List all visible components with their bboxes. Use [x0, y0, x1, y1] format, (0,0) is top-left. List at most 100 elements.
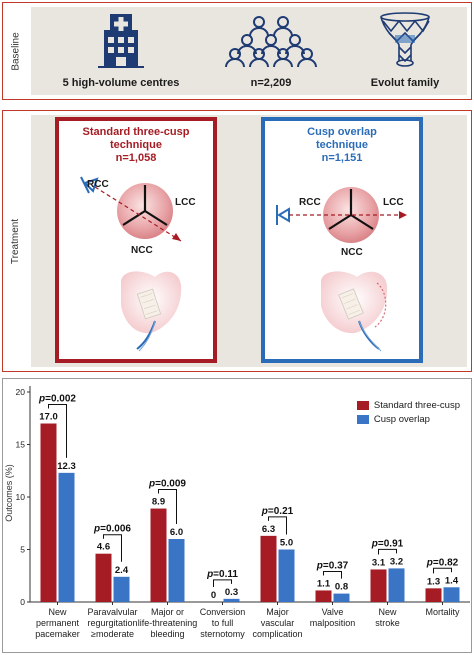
rcc-label-overlap: RCC	[299, 197, 321, 208]
x-tick-label: Major	[266, 607, 289, 617]
x-tick-label: complication	[252, 629, 302, 639]
bar-overlap	[168, 539, 185, 602]
standard-view-illustration	[80, 176, 182, 352]
ncc-label-standard: NCC	[131, 245, 153, 256]
ncc-label-overlap: NCC	[341, 247, 363, 258]
data-label-overlap: 2.4	[115, 565, 129, 576]
bar-overlap	[388, 568, 405, 602]
legend-swatch-standard	[356, 400, 369, 410]
legend-label-standard: Standard three-cusp	[373, 399, 460, 411]
x-tick-label: malposition	[310, 618, 356, 628]
legend-item-standard: Standard three-cusp	[356, 398, 460, 412]
data-label-standard: 8.9	[152, 497, 165, 508]
standard-technique-box: Standard three-cusp technique n=1,058	[55, 117, 217, 363]
significance-bracket	[433, 567, 452, 574]
bar-standard	[95, 553, 112, 602]
p-value-label: p=0.006	[93, 524, 131, 535]
x-tick-label: life-threatening	[138, 618, 198, 628]
x-tick-label: stroke	[375, 618, 400, 628]
bar-standard	[370, 569, 387, 602]
bar-standard	[150, 508, 167, 602]
legend-swatch-overlap	[356, 414, 369, 424]
data-label-overlap: 0.8	[335, 582, 348, 593]
outcomes-bar-chart: 0510152017.012.3p=0.002Newpermanentpacem…	[16, 386, 470, 639]
hospital-icon	[51, 11, 191, 69]
y-tick-label: 20	[16, 387, 26, 397]
significance-bracket	[48, 404, 67, 458]
significance-bracket	[323, 570, 342, 579]
outcomes-panel	[2, 378, 472, 653]
x-tick-label: Mortality	[425, 607, 460, 617]
data-label-standard: 4.6	[97, 542, 110, 553]
bar-standard	[315, 590, 332, 602]
data-label-overlap: 3.2	[390, 556, 403, 567]
lcc-label-standard: LCC	[175, 197, 196, 208]
p-value-label: p=0.37	[316, 560, 349, 571]
bar-standard	[40, 423, 57, 602]
bar-overlap	[278, 549, 295, 602]
x-tick-label: permanent	[36, 618, 80, 628]
baseline-centres: 5 high-volume centres	[51, 9, 191, 95]
data-label-overlap: 1.4	[445, 575, 459, 586]
p-value-label: p=0.82	[426, 557, 459, 568]
data-label-standard: 6.3	[262, 524, 275, 535]
x-tick-label: bleeding	[150, 629, 184, 639]
x-tick-label: vascular	[261, 618, 295, 628]
x-tick-label: New	[378, 607, 397, 617]
treatment-panel: Treatment Standard three-cusp technique …	[2, 110, 472, 372]
bar-overlap	[113, 576, 130, 602]
x-tick-label: Conversion	[200, 607, 246, 617]
treatment-side-label: Treatment	[10, 218, 22, 264]
baseline-patients-label: n=2,209	[250, 77, 292, 89]
p-value-label: p=0.009	[148, 479, 186, 490]
eye-icon	[276, 205, 290, 225]
x-tick-label: to full	[212, 618, 234, 628]
bar-standard	[425, 588, 442, 602]
legend-label-overlap: Cusp overlap	[373, 413, 430, 425]
bar-standard	[260, 535, 277, 602]
data-label-standard: 1.3	[427, 576, 440, 587]
x-tick-label: sternotomy	[200, 629, 245, 639]
data-label-standard: 1.1	[317, 578, 331, 589]
p-value-label: p=0.11	[206, 569, 238, 580]
x-tick-label: Paravalvular	[87, 607, 137, 617]
p-value-label: p=0.002	[38, 394, 76, 405]
data-label-overlap: 0.3	[225, 587, 238, 598]
x-tick-label: pacemaker	[35, 629, 80, 639]
bar-overlap	[223, 598, 240, 602]
baseline-side-label: Baseline	[10, 31, 22, 71]
significance-bracket	[378, 548, 397, 555]
legend-item-overlap: Cusp overlap	[356, 412, 460, 426]
p-value-label: p=0.21	[261, 506, 294, 517]
data-label-overlap: 12.3	[57, 461, 76, 472]
data-label-standard: 3.1	[372, 557, 386, 568]
x-tick-label: Valve	[322, 607, 344, 617]
y-tick-label: 5	[20, 545, 25, 555]
y-tick-label: 15	[16, 440, 26, 450]
baseline-device: Evolut family	[335, 9, 474, 95]
bar-overlap	[333, 593, 350, 602]
baseline-panel: Baseline 5 high-volume centres	[2, 2, 472, 100]
x-tick-label: New	[48, 607, 67, 617]
overlap-technique-title: Cusp overlap technique n=1,151	[307, 126, 377, 164]
lcc-label-overlap: LCC	[383, 197, 404, 208]
baseline-centres-label: 5 high-volume centres	[62, 77, 180, 89]
y-tick-label: 0	[20, 597, 25, 607]
significance-bracket	[268, 516, 287, 535]
overlap-view-illustration	[276, 187, 407, 352]
chart-legend: Standard three-cusp Cusp overlap	[356, 398, 460, 426]
x-tick-label: regurgitation	[87, 618, 137, 628]
data-label-standard: 0	[211, 590, 216, 601]
data-label-overlap: 6.0	[170, 527, 183, 538]
people-group-icon	[201, 11, 341, 69]
data-label-overlap: 5.0	[280, 538, 293, 549]
p-value-label: p=0.91	[371, 538, 404, 549]
bar-overlap	[58, 472, 75, 602]
valve-stent-icon	[335, 11, 474, 69]
standard-technique-title: Standard three-cusp technique n=1,058	[82, 126, 190, 164]
data-label-standard: 17.0	[39, 412, 58, 423]
overlap-technique-box: Cusp overlap technique n=1,151	[261, 117, 423, 363]
bar-overlap	[443, 587, 460, 602]
y-tick-label: 10	[16, 492, 26, 502]
eye-icon	[80, 176, 99, 194]
